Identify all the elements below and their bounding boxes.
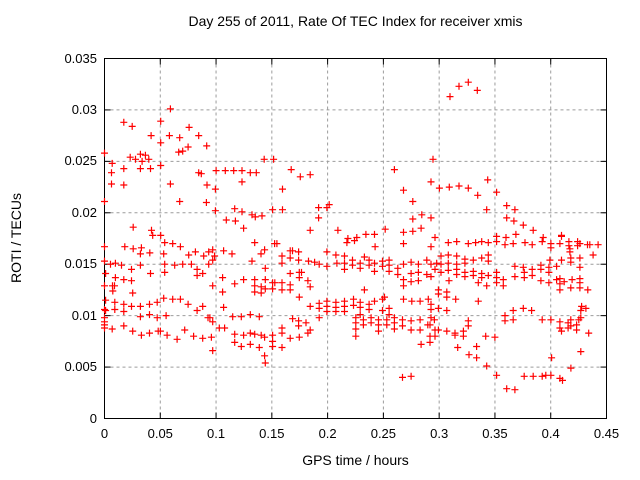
y-tick-label: 0.035 <box>64 50 97 66</box>
x-axis-label: GPS time / hours <box>302 452 409 468</box>
y-tick-label: 0.025 <box>64 153 97 169</box>
y-tick-label: 0 <box>89 410 97 426</box>
x-tick-label: 0.05 <box>147 426 173 441</box>
x-tick-label: 0.15 <box>259 426 285 441</box>
x-tick-label: 0.4 <box>541 426 560 441</box>
axes <box>104 58 607 419</box>
scatter-points <box>101 78 602 394</box>
x-tick-label: 0.45 <box>593 426 620 441</box>
gridlines <box>104 58 607 419</box>
x-tick-label: 0.2 <box>318 426 337 441</box>
y-tick-label: 0.01 <box>71 307 97 323</box>
chart-title: Day 255 of 2011, Rate Of TEC Index for r… <box>188 13 523 29</box>
y-tick-label: 0.02 <box>71 204 97 220</box>
x-tick-label: 0 <box>100 426 109 441</box>
y-tick-label: 0.005 <box>64 359 97 375</box>
x-tick-label: 0.3 <box>430 426 449 441</box>
x-tick-label: 0.1 <box>207 426 226 441</box>
y-tick-label: 0.015 <box>64 256 97 272</box>
x-tick-label: 0.25 <box>370 426 397 441</box>
y-tick-label: 0.03 <box>71 101 97 117</box>
x-tick-label: 0.35 <box>482 426 508 441</box>
